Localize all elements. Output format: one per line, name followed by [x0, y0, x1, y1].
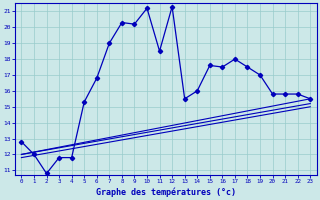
X-axis label: Graphe des températures (°c): Graphe des températures (°c)	[96, 187, 236, 197]
